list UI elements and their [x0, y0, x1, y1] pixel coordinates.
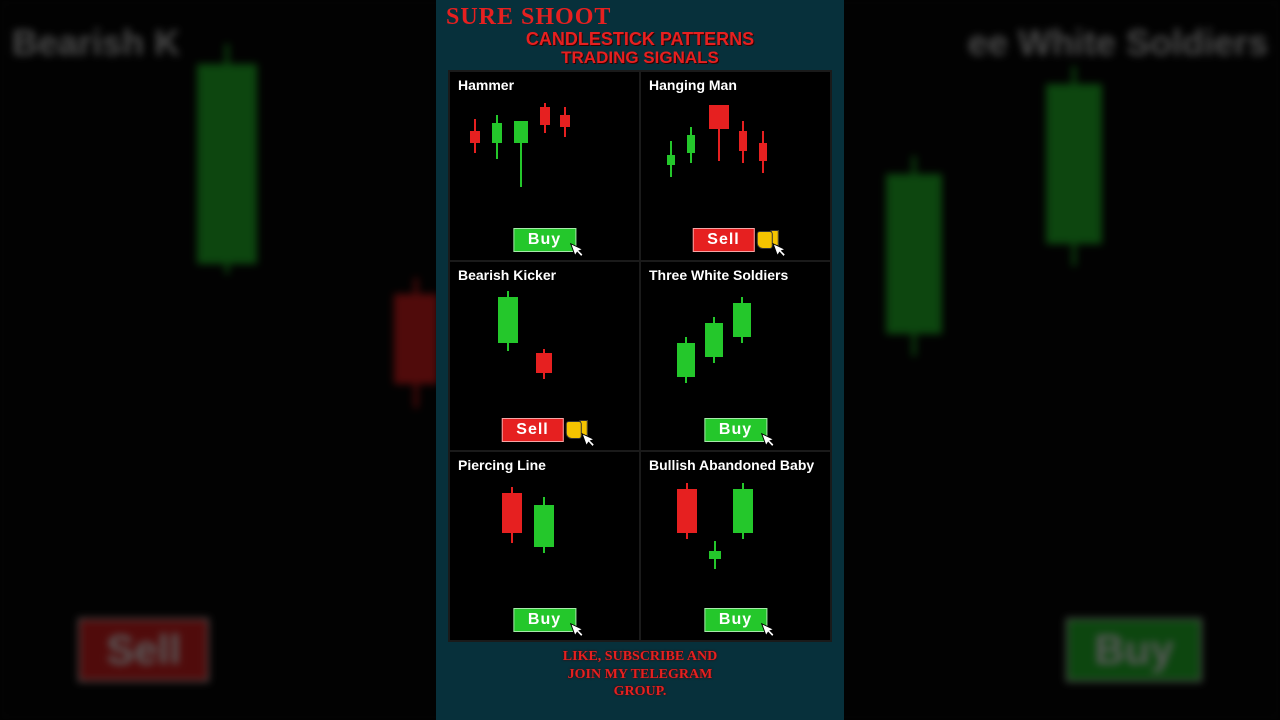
- candlestick-chart: [649, 97, 822, 205]
- headline-line2: CANDLESTICK PATTERNS: [446, 29, 834, 50]
- pattern-cell-three-white-soldiers: Three White Soldiers Buy: [640, 261, 831, 451]
- pattern-title: Three White Soldiers: [649, 268, 822, 283]
- footer-line1: LIKE, SUBSCRIBE AND: [444, 648, 836, 666]
- candle-green: [492, 97, 502, 205]
- candlestick-chart: [649, 477, 822, 585]
- pattern-cell-piercing-line: Piercing Line Buy: [449, 451, 640, 641]
- buy-action: Buy: [513, 228, 576, 252]
- headline-line1: SURE SHOOT: [446, 4, 834, 31]
- candle-red: [536, 287, 552, 395]
- foreground-panel: SURE SHOOT CANDLESTICK PATTERNS TRADING …: [436, 0, 844, 720]
- candle-green: [534, 477, 554, 585]
- sell-action: Sell: [501, 418, 587, 442]
- pattern-cell-bullish-abandoned-baby: Bullish Abandoned Baby Buy: [640, 451, 831, 641]
- footer-block: LIKE, SUBSCRIBE AND JOIN MY TELEGRAM GRO…: [436, 642, 844, 701]
- footer-line2: JOIN MY TELEGRAM: [444, 666, 836, 684]
- candle-green: [709, 477, 721, 585]
- candle-green: [677, 287, 695, 395]
- candle-green: [498, 287, 518, 395]
- pattern-title: Bullish Abandoned Baby: [649, 458, 822, 473]
- candle-red: [540, 97, 550, 205]
- headline-block: SURE SHOOT CANDLESTICK PATTERNS TRADING …: [436, 0, 844, 68]
- patterns-grid: Hammer Buy Hanging Man Sell Bearish Kicker Se…: [448, 70, 832, 642]
- candlestick-chart: [458, 477, 631, 585]
- candlestick-chart: [458, 97, 631, 205]
- candle-green: [514, 97, 528, 205]
- candle-green: [705, 287, 723, 395]
- candlestick-chart: [458, 287, 631, 395]
- bg-sell-button: Sell: [78, 618, 209, 682]
- pattern-title: Hanging Man: [649, 78, 822, 93]
- sell-button[interactable]: Sell: [692, 228, 754, 252]
- pattern-cell-hanging-man: Hanging Man Sell: [640, 71, 831, 261]
- candle-red: [739, 97, 747, 205]
- candle-green: [667, 97, 675, 205]
- candle-green: [733, 287, 751, 395]
- pattern-title: Piercing Line: [458, 458, 631, 473]
- footer-line3: GROUP.: [444, 683, 836, 701]
- pattern-cell-hammer: Hammer Buy: [449, 71, 640, 261]
- headline-line3: TRADING SIGNALS: [446, 48, 834, 68]
- candle-red: [470, 97, 480, 205]
- buy-action: Buy: [513, 608, 576, 632]
- pattern-title: Bearish Kicker: [458, 268, 631, 283]
- candle-red: [502, 477, 522, 585]
- candle-red: [709, 97, 729, 205]
- buy-action: Buy: [704, 418, 767, 442]
- candle-red: [759, 97, 767, 205]
- sell-button[interactable]: Sell: [501, 418, 563, 442]
- buy-action: Buy: [704, 608, 767, 632]
- bg-buy-button: Buy: [1066, 618, 1201, 682]
- candle-green: [687, 97, 695, 205]
- pattern-title: Hammer: [458, 78, 631, 93]
- sell-action: Sell: [692, 228, 778, 252]
- candlestick-chart: [649, 287, 822, 395]
- candle-red: [677, 477, 697, 585]
- candle-red: [560, 97, 570, 205]
- candle-green: [733, 477, 753, 585]
- pattern-cell-bearish-kicker: Bearish Kicker Sell: [449, 261, 640, 451]
